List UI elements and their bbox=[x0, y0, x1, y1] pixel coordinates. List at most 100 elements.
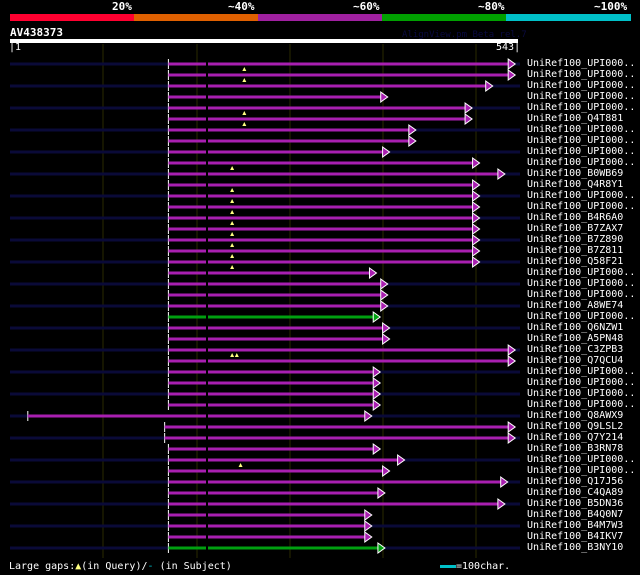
hit-bar[interactable] bbox=[168, 62, 510, 66]
hit-label[interactable]: UniRef100_B0WB69 bbox=[527, 168, 624, 179]
hit-label[interactable]: UniRef100_UPI000.. bbox=[527, 146, 636, 157]
hit-label[interactable]: UniRef100_A8WE74 bbox=[527, 300, 624, 311]
hit-label[interactable]: UniRef100_UPI000.. bbox=[527, 267, 636, 278]
subject-gap bbox=[206, 227, 208, 231]
hit-bar[interactable] bbox=[168, 535, 366, 539]
hit-bar[interactable] bbox=[168, 95, 382, 99]
hit-label[interactable]: UniRef100_Q8AWX9 bbox=[527, 410, 624, 421]
hit-label[interactable]: UniRef100_UPI000.. bbox=[527, 388, 636, 399]
hit-label[interactable]: UniRef100_UPI000.. bbox=[527, 102, 636, 113]
hit-label[interactable]: UniRef100_A5PN48 bbox=[527, 333, 624, 344]
hit-label[interactable]: UniRef100_UPI000.. bbox=[527, 58, 636, 69]
hit-bar[interactable] bbox=[168, 249, 474, 253]
hit-bar[interactable] bbox=[168, 304, 382, 308]
hit-bar[interactable] bbox=[168, 315, 375, 319]
hit-label[interactable]: UniRef100_B7ZAX7 bbox=[527, 223, 624, 234]
hit-label[interactable]: UniRef100_UPI000.. bbox=[527, 124, 636, 135]
hit-label[interactable]: UniRef100_B4Q0N7 bbox=[527, 509, 624, 520]
hit-bar[interactable] bbox=[168, 260, 474, 264]
hit-bar[interactable] bbox=[168, 524, 366, 528]
hit-label[interactable]: UniRef100_Q17J56 bbox=[527, 476, 624, 487]
hit-bar[interactable] bbox=[168, 216, 474, 220]
hit-end-arrow bbox=[380, 300, 389, 312]
hit-label[interactable]: UniRef100_UPI000.. bbox=[527, 135, 636, 146]
hit-bar[interactable] bbox=[168, 480, 502, 484]
hit-label[interactable]: UniRef100_UPI000.. bbox=[527, 454, 636, 465]
hit-bar[interactable] bbox=[168, 183, 474, 187]
hit-end-arrow bbox=[382, 322, 391, 334]
hit-bar[interactable] bbox=[168, 84, 487, 88]
hit-bar[interactable] bbox=[164, 436, 510, 440]
hit-label[interactable]: UniRef100_UPI000.. bbox=[527, 190, 636, 201]
hit-label[interactable]: UniRef100_B4R6A0 bbox=[527, 212, 624, 223]
hit-bar[interactable] bbox=[168, 139, 410, 143]
hit-bar[interactable] bbox=[168, 227, 474, 231]
hit-bar[interactable] bbox=[168, 359, 510, 363]
hit-label[interactable]: UniRef100_C3ZPB3 bbox=[527, 344, 624, 355]
hit-label[interactable]: UniRef100_UPI000.. bbox=[527, 201, 636, 212]
hit-label[interactable]: UniRef100_Q7Y214 bbox=[527, 432, 624, 443]
hit-bar[interactable] bbox=[168, 348, 510, 352]
hit-end-arrow bbox=[485, 80, 494, 92]
hit-bar[interactable] bbox=[168, 491, 379, 495]
hit-bar[interactable] bbox=[168, 106, 467, 110]
hit-bar[interactable] bbox=[168, 128, 410, 132]
hit-end-arrow bbox=[380, 289, 389, 301]
hit-bar[interactable] bbox=[168, 381, 375, 385]
hit-label[interactable]: UniRef100_UPI000.. bbox=[527, 399, 636, 410]
hit-bar[interactable] bbox=[168, 150, 384, 154]
hit-label[interactable]: UniRef100_B5DN36 bbox=[527, 498, 624, 509]
hit-label[interactable]: UniRef100_UPI000.. bbox=[527, 278, 636, 289]
hit-label[interactable]: UniRef100_UPI000.. bbox=[527, 465, 636, 476]
hit-bar[interactable] bbox=[168, 293, 382, 297]
hit-bar[interactable] bbox=[168, 469, 384, 473]
hit-label[interactable]: UniRef100_C4QA89 bbox=[527, 487, 624, 498]
hit-bar[interactable] bbox=[168, 161, 474, 165]
hit-label[interactable]: UniRef100_UPI000.. bbox=[527, 91, 636, 102]
hit-bar[interactable] bbox=[168, 326, 384, 330]
hit-bar[interactable] bbox=[168, 205, 474, 209]
hit-label[interactable]: UniRef100_UPI000.. bbox=[527, 377, 636, 388]
hit-end-arrow bbox=[472, 245, 481, 257]
hit-label[interactable]: UniRef100_Q58F21 bbox=[527, 256, 624, 267]
hit-label[interactable]: UniRef100_B3NY10 bbox=[527, 542, 624, 553]
hit-label[interactable]: UniRef100_B4M7W3 bbox=[527, 520, 624, 531]
hit-label[interactable]: UniRef100_UPI000.. bbox=[527, 157, 636, 168]
hit-bar[interactable] bbox=[164, 425, 510, 429]
hit-label[interactable]: UniRef100_UPI000.. bbox=[527, 311, 636, 322]
hit-bar[interactable] bbox=[168, 370, 375, 374]
hit-bar[interactable] bbox=[168, 172, 499, 176]
hit-label[interactable]: UniRef100_UPI000.. bbox=[527, 69, 636, 80]
hit-label[interactable]: UniRef100_UPI000.. bbox=[527, 80, 636, 91]
hit-label[interactable]: UniRef100_Q6NZW1 bbox=[527, 322, 624, 333]
hit-bar[interactable] bbox=[168, 282, 382, 286]
hit-bar[interactable] bbox=[168, 238, 474, 242]
hit-label[interactable]: UniRef100_B3RN78 bbox=[527, 443, 624, 454]
hit-bar[interactable] bbox=[168, 447, 375, 451]
hit-label[interactable]: UniRef100_B7Z890 bbox=[527, 234, 624, 245]
hit-bar[interactable] bbox=[168, 546, 379, 550]
hit-bar[interactable] bbox=[168, 513, 366, 517]
hit-bar[interactable] bbox=[168, 271, 371, 275]
hit-bar[interactable] bbox=[168, 392, 375, 396]
hit-label[interactable]: UniRef100_UPI000.. bbox=[527, 289, 636, 300]
hit-end-arrow bbox=[372, 366, 382, 378]
hit-label[interactable]: UniRef100_UPI000.. bbox=[527, 366, 636, 377]
hit-label[interactable]: UniRef100_Q4R8Y1 bbox=[527, 179, 624, 190]
hit-end-arrow bbox=[372, 377, 382, 389]
hit-bar[interactable] bbox=[168, 337, 384, 341]
hit-bar[interactable] bbox=[168, 502, 499, 506]
hit-bar[interactable] bbox=[168, 73, 510, 77]
hit-label[interactable]: UniRef100_Q4T881 bbox=[527, 113, 624, 124]
hit-label[interactable]: UniRef100_B7Z811 bbox=[527, 245, 624, 256]
hit-bar[interactable] bbox=[168, 117, 467, 121]
hit-end-arrow bbox=[472, 201, 481, 213]
subject-gap-text: (in Subject) bbox=[159, 561, 232, 572]
hit-label[interactable]: UniRef100_B4IKV7 bbox=[527, 531, 624, 542]
hit-bar[interactable] bbox=[168, 403, 375, 407]
hit-label[interactable]: UniRef100_Q9LSL2 bbox=[527, 421, 624, 432]
hit-bar[interactable] bbox=[168, 194, 474, 198]
hit-label[interactable]: UniRef100_Q7QCU4 bbox=[527, 355, 624, 366]
hit-bar[interactable] bbox=[27, 414, 366, 418]
hit-bar[interactable] bbox=[168, 458, 399, 462]
